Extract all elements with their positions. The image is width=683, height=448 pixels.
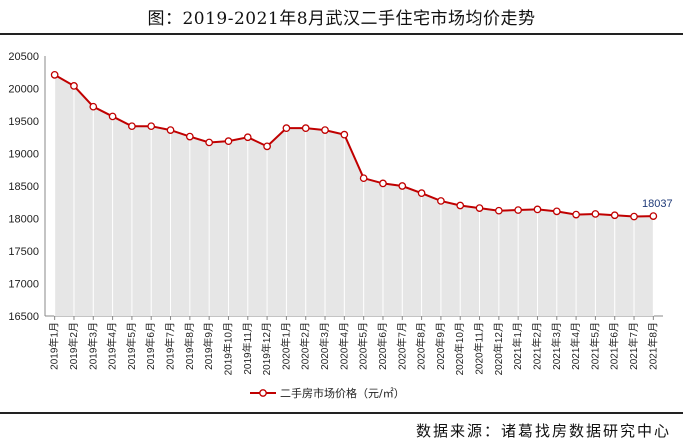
x-tick-label: 2019年10月 [221, 322, 234, 375]
x-tick-label: 2019年4月 [106, 322, 119, 370]
x-tick-label: 2021年3月 [550, 322, 563, 370]
data-point [340, 130, 349, 139]
x-tick-label: 2019年3月 [86, 322, 99, 370]
y-tick-label: 19000 [8, 149, 39, 161]
footer-divider [0, 412, 683, 414]
data-point [321, 126, 329, 134]
y-tick-label: 19500 [8, 116, 39, 128]
x-tick-label: 2019年8月 [183, 322, 196, 370]
x-tick-label: 2020年5月 [357, 322, 370, 370]
x-tick-label: 2021年6月 [608, 322, 621, 370]
data-point [475, 204, 484, 212]
x-tick-label: 2019年6月 [144, 322, 157, 370]
x-tick-label: 2021年8月 [646, 322, 659, 370]
x-tick-label: 2020年6月 [376, 322, 389, 370]
data-point [301, 124, 310, 133]
x-tick-label: 2019年11月 [241, 322, 254, 375]
y-tick-label: 18500 [8, 181, 39, 193]
chart-title: 图：2019-2021年8月武汉二手住宅市场均价走势 [147, 9, 536, 29]
x-tick-label: 2021年4月 [569, 322, 582, 370]
data-point [494, 206, 503, 215]
x-tick-label: 2020年10月 [453, 322, 466, 375]
y-tick-label: 16500 [8, 311, 39, 323]
x-tick-label: 2020年9月 [434, 322, 447, 370]
data-point [89, 102, 98, 111]
x-tick-label: 2021年1月 [511, 322, 524, 370]
x-tick-label: 2020年7月 [395, 322, 408, 370]
data-point [591, 210, 600, 218]
legend-marker [259, 389, 267, 397]
data-point [514, 206, 523, 214]
y-tick-label: 18000 [8, 214, 39, 226]
data-point [263, 142, 271, 151]
data-point [166, 126, 175, 134]
y-tick-label: 20500 [8, 51, 39, 63]
data-point [398, 182, 407, 190]
data-label: 18037 [642, 198, 673, 210]
data-point [70, 82, 78, 90]
data-point [205, 138, 214, 147]
x-tick-label: 2020年12月 [492, 322, 505, 375]
x-tick-label: 2019年7月 [164, 322, 177, 370]
x-tick-label: 2019年1月 [48, 322, 61, 370]
data-point [128, 122, 136, 131]
x-tick-label: 2019年2月 [67, 322, 80, 370]
legend-label: 二手房市场价格（元/㎡） [280, 386, 405, 400]
data-point [282, 124, 291, 133]
price-area [54, 74, 654, 316]
x-tick-label: 2020年8月 [415, 322, 428, 370]
y-tick-label: 17500 [8, 246, 39, 258]
data-point [610, 211, 619, 220]
data-point [417, 189, 426, 197]
data-point [379, 179, 387, 188]
data-point [185, 132, 194, 141]
x-tick-label: 2020年11月 [473, 322, 486, 375]
x-tick-label: 2020年3月 [318, 322, 331, 370]
data-point [243, 133, 252, 142]
data-point [224, 137, 233, 146]
data-point [572, 210, 580, 219]
y-tick-label: 20000 [8, 84, 39, 96]
data-point [630, 212, 638, 221]
data-point [359, 174, 368, 183]
x-tick-label: 2021年2月 [530, 322, 543, 370]
data-point [437, 197, 445, 205]
price-trend-chart: 16500 17000 17500 18000 18500 19000 19500 20000… [8, 51, 673, 400]
title-divider [0, 33, 683, 35]
data-source: 数据来源：诸葛找房数据研究中心 [415, 422, 671, 440]
y-tick-label: 17000 [8, 279, 39, 291]
data-point [147, 122, 156, 131]
x-tick-label: 2019年9月 [202, 322, 215, 370]
data-point [108, 112, 117, 121]
x-tick-label: 2019年5月 [125, 322, 138, 370]
x-tick-label: 2020年2月 [299, 322, 312, 370]
data-point [533, 205, 542, 214]
data-point [456, 201, 465, 210]
data-point [552, 207, 561, 216]
x-tick-label: 2020年1月 [279, 322, 292, 370]
data-point [50, 70, 59, 79]
x-tick-label: 2021年7月 [627, 322, 640, 370]
x-tick-label: 2020年4月 [337, 322, 350, 370]
x-tick-label: 2021年5月 [588, 322, 601, 370]
x-tick-label: 2019年12月 [260, 322, 273, 375]
data-point [649, 212, 658, 220]
